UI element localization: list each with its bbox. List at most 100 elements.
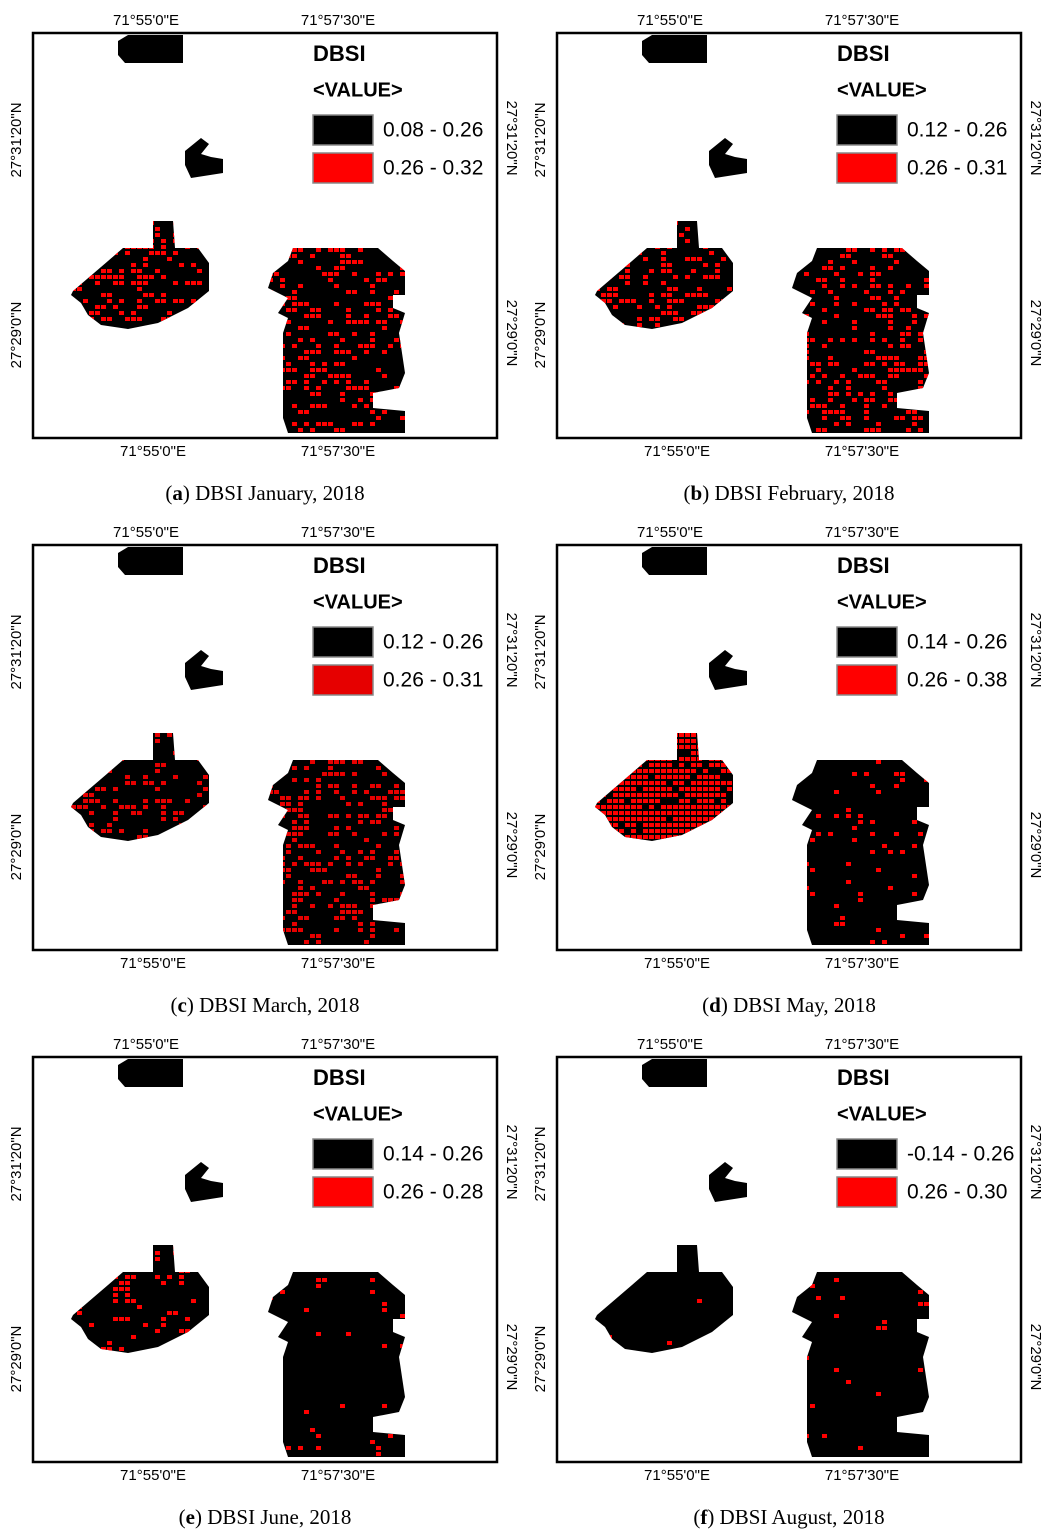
speckle [631, 775, 636, 779]
speckle [828, 362, 833, 366]
area-top [118, 35, 183, 63]
speckle [352, 760, 357, 764]
speckle [382, 1344, 387, 1348]
speckle [292, 928, 297, 932]
speckle [852, 326, 857, 330]
speckle [661, 769, 666, 773]
speckle [298, 856, 303, 860]
caption-part: ) DBSI May, 2018 [721, 993, 876, 1017]
speckle [804, 272, 809, 276]
speckle [298, 260, 303, 264]
speckle [876, 928, 881, 932]
speckle [870, 338, 875, 342]
speckle [376, 278, 381, 282]
speckle [382, 350, 387, 354]
speckle [697, 805, 702, 809]
speckle [161, 811, 166, 815]
legend-label: 0.12 - 0.26 [383, 631, 483, 654]
speckle [649, 787, 654, 791]
speckle [816, 368, 821, 372]
speckle [655, 835, 660, 839]
speckle [816, 362, 821, 366]
speckle [679, 799, 684, 803]
speckle [810, 290, 815, 294]
speckle [655, 769, 660, 773]
speckle [864, 374, 869, 378]
speckle [346, 802, 351, 806]
speckle [888, 886, 893, 890]
speckle [185, 1317, 190, 1321]
speckle [655, 817, 660, 821]
speckle [382, 320, 387, 324]
speckle [643, 811, 648, 815]
speckle [846, 380, 851, 384]
speckle [643, 257, 648, 261]
speckle [667, 263, 672, 267]
speckle [840, 922, 845, 926]
speckle [143, 1323, 148, 1327]
speckle [649, 763, 654, 767]
speckle [846, 248, 851, 252]
speckle [388, 344, 393, 348]
caption-part: ( [693, 1505, 700, 1529]
legend-title: DBSI [837, 41, 890, 66]
speckle [834, 922, 839, 926]
speckle [649, 817, 654, 821]
speckle [906, 428, 911, 432]
speckle [661, 281, 666, 285]
left-coordinate: 27°29'0"N [8, 302, 25, 369]
speckle [840, 338, 845, 342]
legend-swatch [313, 627, 373, 657]
speckle [631, 781, 636, 785]
speckle [304, 892, 309, 896]
speckle [649, 293, 654, 297]
speckle [661, 811, 666, 815]
speckle [697, 763, 702, 767]
left-coordinate: 27°31'20"N [532, 102, 549, 177]
speckle [370, 1440, 375, 1444]
speckle [894, 356, 899, 360]
speckle [125, 781, 130, 785]
speckle [673, 793, 678, 797]
speckle [888, 356, 893, 360]
speckle [89, 793, 94, 797]
speckle [661, 793, 666, 797]
speckle [316, 368, 321, 372]
speckle [131, 1335, 136, 1339]
speckle [340, 362, 345, 366]
speckle [400, 796, 405, 800]
speckle [679, 739, 684, 743]
speckle [364, 386, 369, 390]
speckle [834, 1278, 839, 1282]
speckle [131, 805, 136, 809]
speckle [173, 775, 178, 779]
speckle [304, 302, 309, 306]
speckle [822, 284, 827, 288]
speckle [858, 814, 863, 818]
speckle [394, 790, 399, 794]
speckle [846, 386, 851, 390]
legend-swatch [837, 1139, 897, 1169]
speckle [661, 311, 666, 315]
speckle [352, 332, 357, 336]
speckle [119, 275, 124, 279]
legend-label: 0.26 - 0.31 [383, 669, 483, 692]
speckle [119, 269, 124, 273]
map-frame [33, 545, 497, 950]
speckle [906, 284, 911, 288]
speckle [298, 356, 303, 360]
speckle [292, 368, 297, 372]
speckle [834, 296, 839, 300]
speckle [828, 410, 833, 414]
speckle [822, 374, 827, 378]
speckle [388, 856, 393, 860]
speckle [310, 886, 315, 890]
speckle [876, 428, 881, 432]
speckle [310, 868, 315, 872]
speckle [340, 374, 345, 378]
speckle [834, 302, 839, 306]
speckle [352, 790, 357, 794]
speckle [876, 356, 881, 360]
speckle [328, 904, 333, 908]
speckle [352, 832, 357, 836]
